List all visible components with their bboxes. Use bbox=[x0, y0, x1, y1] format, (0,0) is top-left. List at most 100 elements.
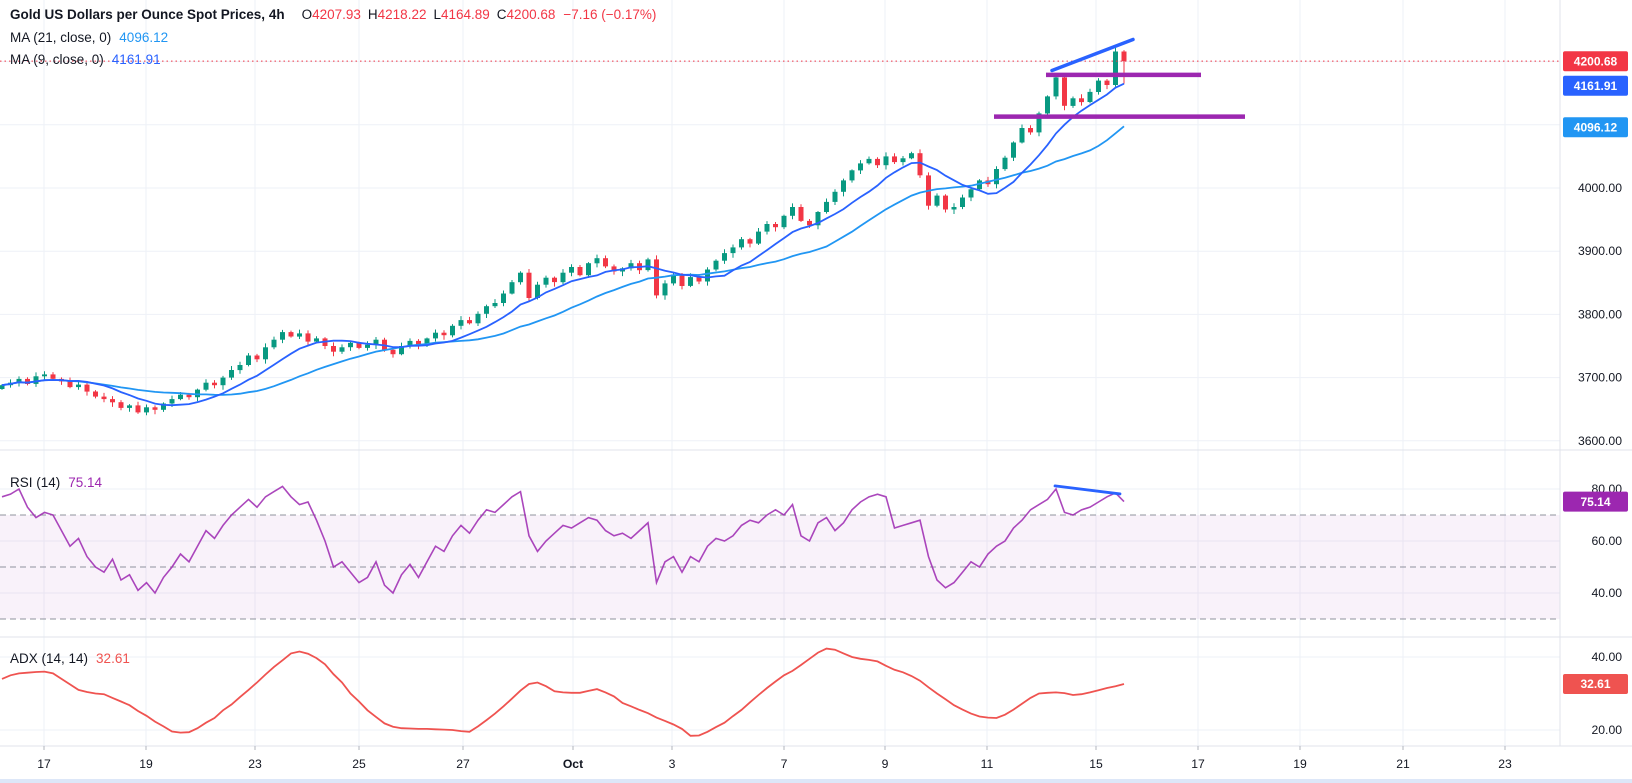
candle-body[interactable] bbox=[458, 320, 464, 326]
candle-body[interactable] bbox=[161, 403, 166, 410]
time-tick-label[interactable]: 19 bbox=[139, 757, 153, 771]
candle-body[interactable] bbox=[237, 365, 243, 371]
candle-body[interactable] bbox=[722, 253, 727, 261]
candle-body[interactable] bbox=[747, 239, 753, 244]
candle-body[interactable] bbox=[892, 156, 897, 163]
time-tick-label[interactable]: 3 bbox=[669, 757, 676, 771]
candle-body[interactable] bbox=[713, 260, 719, 270]
candle-body[interactable] bbox=[467, 320, 472, 324]
candle-body[interactable] bbox=[645, 259, 651, 271]
candle-body[interactable] bbox=[135, 405, 141, 413]
candle-body[interactable] bbox=[348, 342, 353, 348]
candle-body[interactable] bbox=[586, 263, 591, 276]
candle-body[interactable] bbox=[212, 382, 217, 386]
candle-body[interactable] bbox=[407, 340, 413, 346]
candle-body[interactable] bbox=[475, 313, 481, 324]
candle-body[interactable] bbox=[518, 272, 523, 283]
candle-body[interactable] bbox=[866, 158, 872, 164]
candle-body[interactable] bbox=[832, 191, 838, 202]
candle-body[interactable] bbox=[186, 394, 192, 398]
candle-body[interactable] bbox=[594, 258, 600, 264]
time-tick-label[interactable]: 27 bbox=[456, 757, 470, 771]
candle-body[interactable] bbox=[450, 325, 455, 336]
candle-body[interactable] bbox=[883, 156, 889, 166]
rsi-legend-row[interactable]: RSI (14) 75.14 bbox=[10, 474, 102, 491]
candle-body[interactable] bbox=[994, 169, 999, 185]
candle-body[interactable] bbox=[127, 405, 132, 408]
candle-body[interactable] bbox=[399, 346, 404, 355]
candle-body[interactable] bbox=[679, 274, 685, 286]
time-tick-label[interactable]: 11 bbox=[981, 757, 994, 771]
candle-body[interactable] bbox=[1045, 96, 1050, 114]
candle-body[interactable] bbox=[339, 347, 345, 352]
candle-body[interactable] bbox=[509, 282, 515, 294]
candle-body[interactable] bbox=[76, 384, 81, 388]
candle-body[interactable] bbox=[875, 158, 880, 166]
ma21-line[interactable] bbox=[1, 125, 1125, 396]
candle-body[interactable] bbox=[943, 195, 948, 210]
candle-body[interactable] bbox=[1087, 91, 1093, 102]
candle-body[interactable] bbox=[934, 195, 940, 206]
candle-body[interactable] bbox=[254, 355, 260, 360]
candle-body[interactable] bbox=[968, 189, 974, 198]
candle-body[interactable] bbox=[917, 153, 923, 176]
time-tick-label[interactable]: 15 bbox=[1089, 757, 1103, 771]
candle-body[interactable] bbox=[781, 215, 787, 228]
candle-body[interactable] bbox=[807, 220, 812, 226]
time-tick-label[interactable]: 23 bbox=[1498, 757, 1512, 771]
candle-body[interactable] bbox=[960, 197, 965, 208]
time-tick-label[interactable]: Oct bbox=[563, 757, 583, 771]
candle-body[interactable] bbox=[1002, 157, 1008, 170]
candle-body[interactable] bbox=[696, 277, 702, 282]
candle-body[interactable] bbox=[552, 277, 557, 283]
candle-body[interactable] bbox=[577, 267, 583, 276]
candle-body[interactable] bbox=[543, 277, 549, 285]
adx-legend-row[interactable]: ADX (14, 14) 32.61 bbox=[10, 650, 130, 667]
candle-body[interactable] bbox=[271, 339, 277, 348]
candle-body[interactable] bbox=[773, 224, 778, 228]
candle-body[interactable] bbox=[1113, 51, 1118, 86]
time-tick-label[interactable]: 17 bbox=[37, 757, 51, 771]
candle-body[interactable] bbox=[424, 338, 430, 346]
candle-body[interactable] bbox=[1053, 77, 1059, 97]
candle-body[interactable] bbox=[849, 170, 855, 181]
candle-body[interactable] bbox=[824, 201, 829, 212]
main-legend-row-ma21[interactable]: MA (21, close, 0) 4096.12 bbox=[10, 29, 168, 46]
candle-body[interactable] bbox=[841, 180, 846, 192]
candle-body[interactable] bbox=[535, 284, 540, 298]
candle-body[interactable] bbox=[101, 396, 107, 400]
ma9-line[interactable] bbox=[1, 82, 1125, 407]
candle-body[interactable] bbox=[118, 402, 124, 408]
candle-body[interactable] bbox=[25, 378, 30, 384]
candle-body[interactable] bbox=[178, 394, 183, 400]
time-tick-label[interactable]: 9 bbox=[882, 757, 889, 771]
candle-body[interactable] bbox=[790, 207, 795, 216]
candle-body[interactable] bbox=[858, 163, 863, 171]
candle-body[interactable] bbox=[688, 277, 693, 286]
candle-body[interactable] bbox=[1104, 80, 1110, 85]
candle-body[interactable] bbox=[246, 355, 251, 366]
candle-body[interactable] bbox=[229, 370, 234, 378]
adx-line[interactable] bbox=[1, 647, 1125, 737]
candle-body[interactable] bbox=[93, 391, 98, 397]
candle-body[interactable] bbox=[441, 332, 447, 336]
candle-body[interactable] bbox=[220, 377, 226, 386]
candle-body[interactable] bbox=[909, 153, 914, 159]
candle-body[interactable] bbox=[977, 180, 982, 190]
candle-body[interactable] bbox=[815, 212, 821, 226]
candle-body[interactable] bbox=[1062, 77, 1067, 106]
candle-body[interactable] bbox=[1079, 98, 1084, 103]
candle-body[interactable] bbox=[16, 378, 22, 383]
rsi-line[interactable] bbox=[1, 485, 1125, 595]
candle-body[interactable] bbox=[288, 332, 294, 337]
candle-body[interactable] bbox=[280, 332, 285, 340]
candle-body[interactable] bbox=[331, 346, 336, 352]
candle-body[interactable] bbox=[297, 333, 302, 337]
candle-body[interactable] bbox=[526, 272, 532, 298]
candle-body[interactable] bbox=[314, 338, 319, 342]
candle-body[interactable] bbox=[169, 399, 175, 404]
candle-body[interactable] bbox=[900, 158, 906, 163]
candle-body[interactable] bbox=[501, 293, 506, 304]
candle-body[interactable] bbox=[195, 389, 200, 398]
